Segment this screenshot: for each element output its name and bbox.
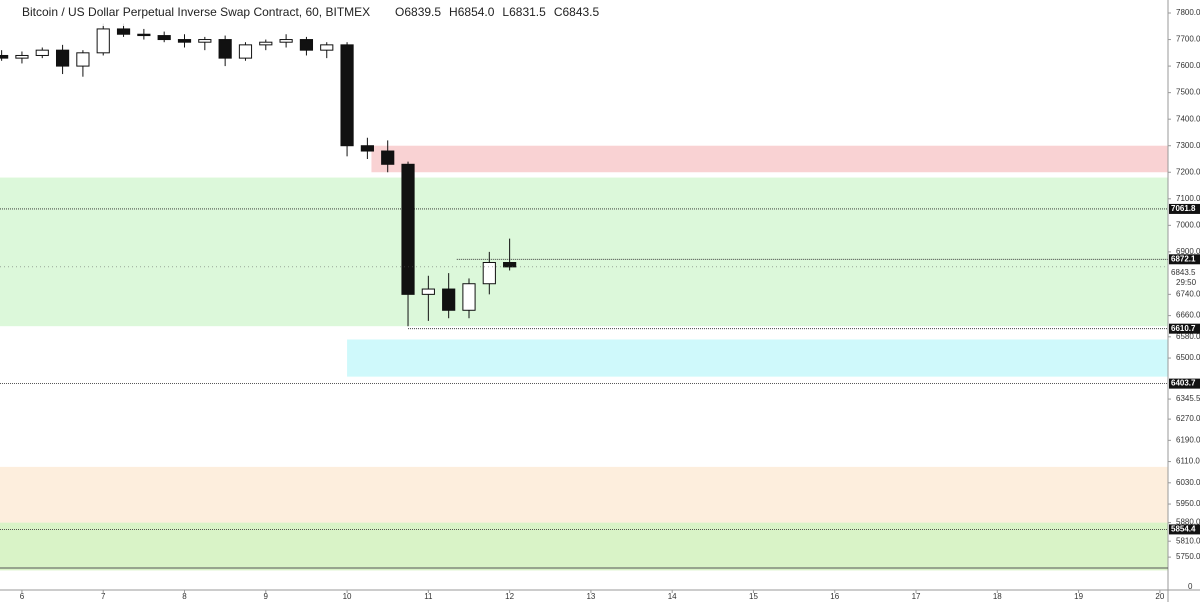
y-tick-label: 7100.0 xyxy=(1176,194,1200,203)
x-tick-label: 8 xyxy=(182,592,187,601)
ohlc-key: O xyxy=(395,5,404,19)
y-tick-label: 7600.0 xyxy=(1176,61,1200,70)
candle-body xyxy=(340,44,354,147)
level-label-bg xyxy=(1169,323,1200,334)
y-tick-label: 7800.0 xyxy=(1176,8,1200,17)
candle-body xyxy=(35,49,49,56)
y-tick-label: 6740.0 xyxy=(1176,289,1200,298)
x-tick-label: 18 xyxy=(993,592,1002,601)
candle-body xyxy=(15,54,29,59)
zone xyxy=(347,339,1168,377)
x-tick-label: 9 xyxy=(264,592,269,601)
ohlc-key: C xyxy=(554,5,563,19)
candle-body xyxy=(96,28,110,54)
candle-body xyxy=(442,288,456,311)
zone xyxy=(371,145,1168,173)
x-tick-label: 7 xyxy=(101,592,106,601)
level-label-bg xyxy=(1169,203,1200,214)
candle-body xyxy=(116,28,131,35)
candle-body xyxy=(76,52,90,67)
candle-body xyxy=(238,44,253,59)
zone xyxy=(0,466,1168,523)
candle-body xyxy=(401,163,415,295)
candle-body xyxy=(279,39,293,43)
level-label-bg xyxy=(1169,378,1200,389)
y-tick-label: 7300.0 xyxy=(1176,141,1200,150)
y-tick-label: 5750.0 xyxy=(1176,552,1200,561)
candle-body xyxy=(381,150,395,165)
candle-body xyxy=(320,44,334,51)
candle-body xyxy=(462,283,476,311)
y-tick-label: 7400.0 xyxy=(1176,114,1200,123)
candle-body xyxy=(503,262,517,268)
x-tick-label: 14 xyxy=(668,592,677,601)
candle-body xyxy=(259,41,273,46)
candle-body xyxy=(218,39,232,59)
ohlc-value: 6854.0 xyxy=(458,5,495,19)
zone xyxy=(0,522,1168,571)
candle-body xyxy=(482,262,496,285)
y-tick-label: 7000.0 xyxy=(1176,220,1200,229)
level-label: 7061.8 xyxy=(1171,204,1196,213)
ohlc-key: H xyxy=(449,5,458,19)
level-label: 5854.4 xyxy=(1171,525,1196,534)
volume-tick-label: 0 xyxy=(1188,582,1193,591)
last-price-label: 6843.5 xyxy=(1171,268,1196,277)
y-tick-label: 6500.0 xyxy=(1176,353,1200,362)
y-tick-label: 6110.0 xyxy=(1176,457,1200,466)
level-label: 6610.7 xyxy=(1171,324,1196,333)
header-bg xyxy=(0,0,560,26)
y-tick-label: 7500.0 xyxy=(1176,88,1200,97)
y-tick-label: 5880.0 xyxy=(1176,518,1200,527)
x-tick-label: 6 xyxy=(20,592,25,601)
x-tick-label: 16 xyxy=(830,592,839,601)
x-tick-label: 17 xyxy=(912,592,921,601)
y-tick-label: 5950.0 xyxy=(1176,499,1200,508)
y-tick-label: 6190.0 xyxy=(1176,435,1200,444)
plot xyxy=(0,23,1168,530)
candle-body xyxy=(137,33,151,37)
ohlc-legend: O 6839.5 H 6854.0 L 6831.5 C 6843.5 xyxy=(395,5,600,19)
candle-body xyxy=(55,49,70,67)
x-tick-label: 19 xyxy=(1074,592,1083,601)
x-tick-label: 10 xyxy=(343,592,352,601)
ohlc-value: 6839.5 xyxy=(404,5,441,19)
y-tick-label: 7700.0 xyxy=(1176,35,1200,44)
countdown: 29:50 xyxy=(1176,278,1197,287)
candle-body xyxy=(360,145,374,152)
level-label-bg xyxy=(1169,254,1200,265)
level-label: 6403.7 xyxy=(1171,379,1196,388)
candle-body xyxy=(421,288,435,295)
x-tick-label: 12 xyxy=(505,592,514,601)
ohlc-key: L xyxy=(502,5,509,19)
x-tick-label: 15 xyxy=(749,592,758,601)
zones xyxy=(0,145,1168,571)
candle-body xyxy=(157,35,171,41)
x-tick-label: 11 xyxy=(424,592,433,601)
chart-title: Bitcoin / US Dollar Perpetual Inverse Sw… xyxy=(22,5,370,19)
ohlc-value: 6843.5 xyxy=(562,5,599,19)
candle-body xyxy=(0,54,9,59)
level-label-bg xyxy=(1169,524,1200,535)
y-tick-label: 6580.0 xyxy=(1176,332,1200,341)
candle-body xyxy=(299,39,314,51)
y-tick-label: 6030.0 xyxy=(1176,478,1200,487)
x-tick-label: 20 xyxy=(1155,592,1164,601)
y-tick-label: 7200.0 xyxy=(1176,167,1200,176)
x-tick-label: 13 xyxy=(586,592,595,601)
zone xyxy=(0,177,1168,327)
candle-body xyxy=(177,39,192,43)
y-tick-label: 6270.0 xyxy=(1176,414,1200,423)
y-tick-label: 6900.0 xyxy=(1176,247,1200,256)
level-label: 6872.1 xyxy=(1171,254,1196,263)
ohlc-value: 6831.5 xyxy=(509,5,546,19)
y-tick-label: 5810.0 xyxy=(1176,536,1200,545)
y-tick-label: 6345.5 xyxy=(1176,394,1200,403)
y-tick-label: 6660.0 xyxy=(1176,311,1200,320)
candle-body xyxy=(198,39,212,43)
